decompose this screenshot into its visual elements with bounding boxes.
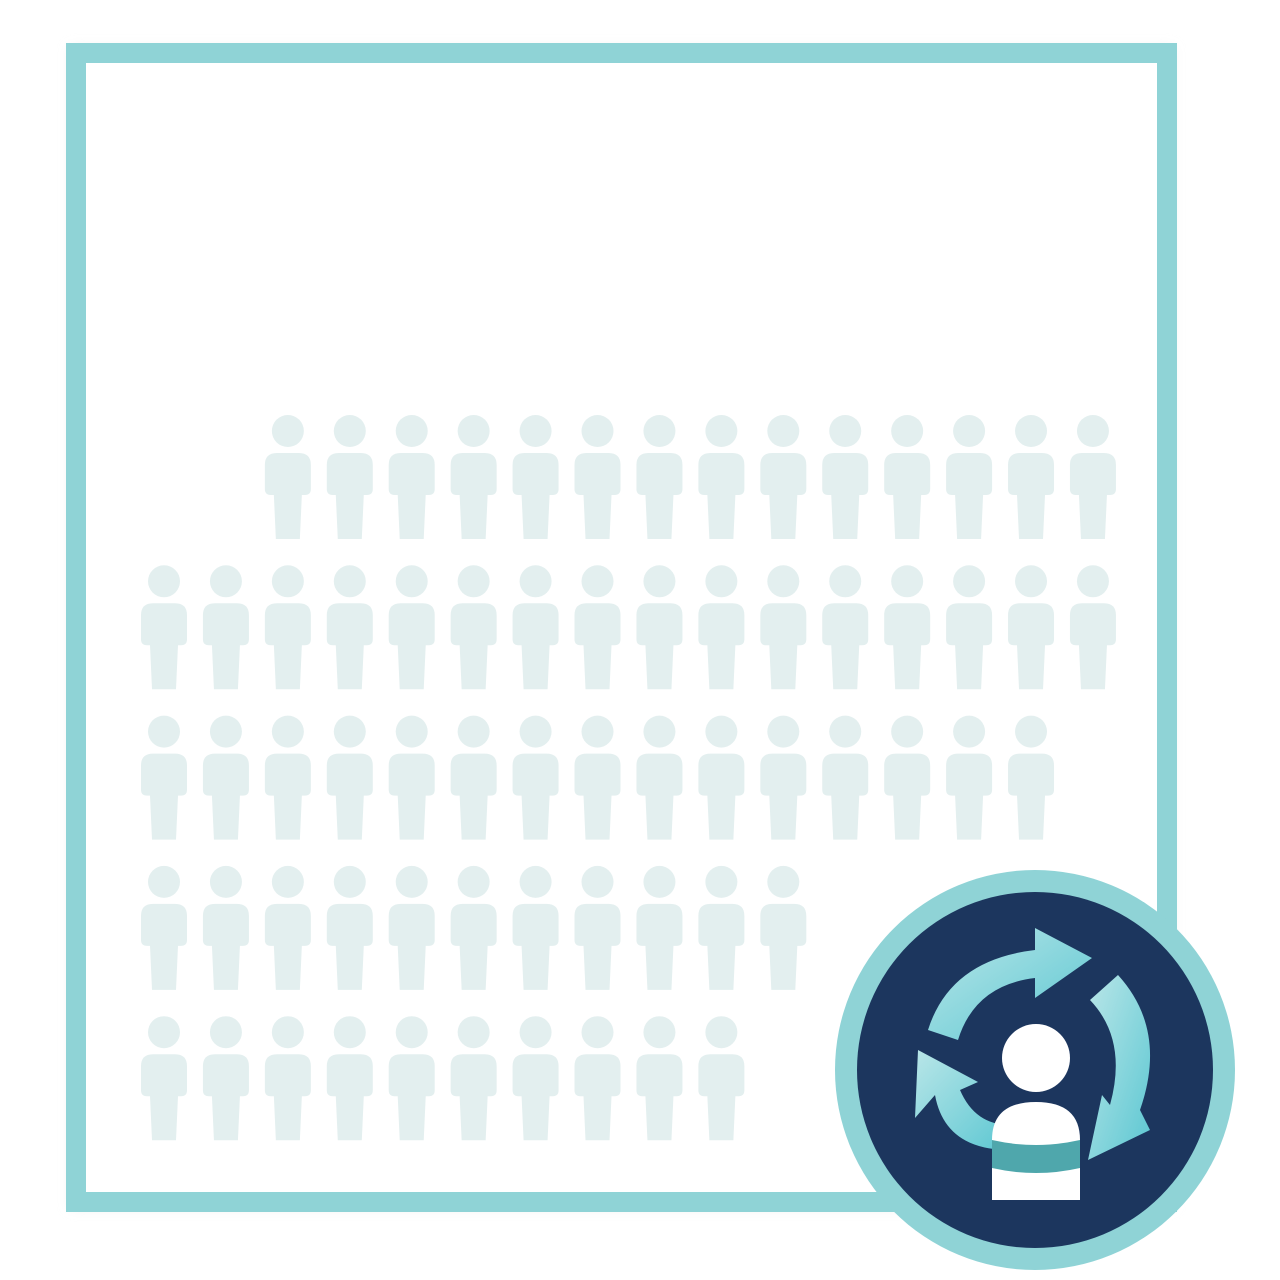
badge — [835, 870, 1235, 1270]
person-icon — [992, 1024, 1080, 1200]
cycle-arrows — [915, 928, 1151, 1160]
